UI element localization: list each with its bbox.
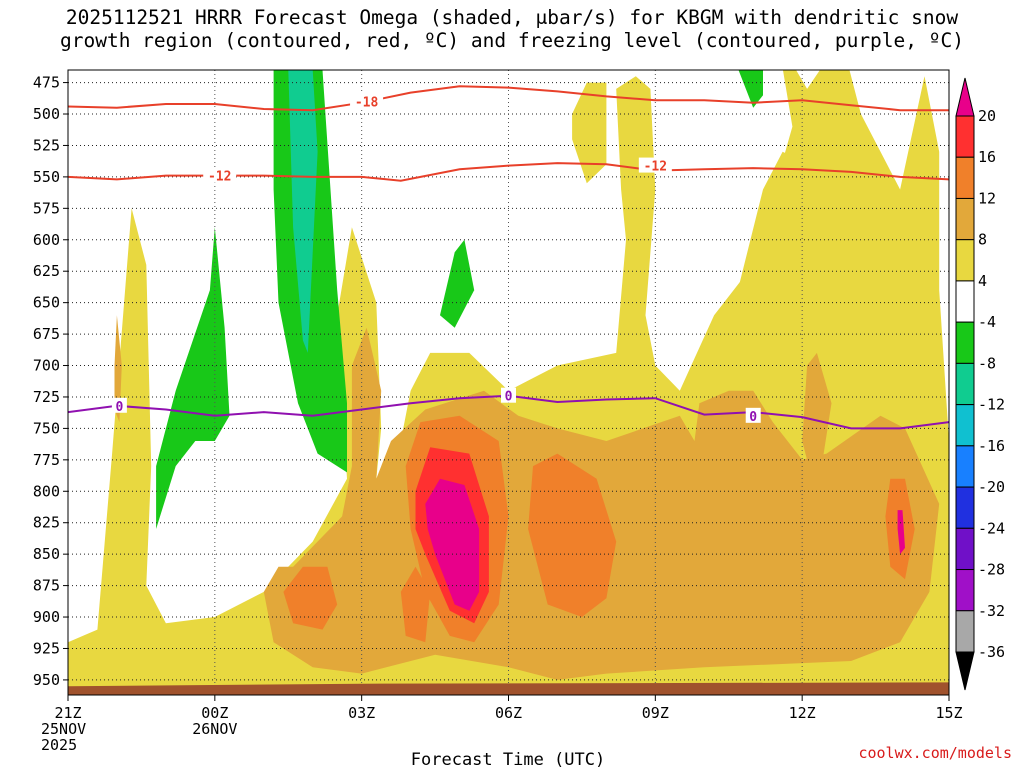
x-tick-label-0-0: 21Z — [54, 704, 81, 722]
y-tick-label-725: 725 — [33, 388, 60, 406]
omega-region-m8-16 — [440, 239, 475, 328]
colorbar-band-13 — [955, 610, 975, 653]
colorbar-band-11 — [955, 527, 975, 571]
x-axis-label: Forecast Time (UTC) — [411, 750, 605, 768]
x-tick-label-0-2: 2025 — [41, 736, 77, 754]
contour-label-4: 0 — [505, 390, 513, 405]
contour-label-1: -12 — [208, 170, 231, 185]
x-tick-label-1-1: 26NOV — [192, 720, 237, 738]
colorbar-label-12: -32 — [978, 602, 1005, 620]
y-axis: 475 500 525 550 575 600 625 650 675 700 725 750 775 8… — [33, 74, 68, 689]
ground-surface — [68, 682, 949, 695]
y-tick-label-875: 875 — [33, 577, 60, 595]
contour-label-0: -18 — [355, 95, 379, 110]
y-tick-label-900: 900 — [33, 608, 60, 626]
y-tick-label-750: 750 — [33, 419, 60, 437]
omega-region-m8-17 — [738, 70, 763, 108]
colorbar-label-11: -28 — [978, 561, 1005, 579]
colorbar-label-7: -12 — [978, 396, 1005, 414]
chart-title-line1: 2025112521 HRRR Forecast Omega (shaded, … — [65, 6, 959, 29]
omega-region-p20-13 — [897, 510, 905, 555]
colorbar: 20 16 12 8 4 -4 -8 -12 -16 -20 -24 -28 -32 -36 — [955, 77, 1005, 691]
colorbar-band-5 — [955, 280, 975, 323]
y-tick-label-550: 550 — [33, 168, 60, 186]
x-tick-label-6-0: 15Z — [935, 704, 962, 722]
contour-label-bg-0 — [350, 93, 384, 109]
y-tick-label-775: 775 — [33, 451, 60, 469]
colorbar-band-8 — [955, 404, 975, 447]
y-tick-label-500: 500 — [33, 105, 60, 123]
colorbar-bottom-arrow — [955, 651, 975, 691]
colorbar-label-2: 12 — [978, 189, 996, 207]
x-tick-label-0-1: 25NOV — [41, 720, 86, 738]
colorbar-band-6 — [955, 321, 975, 364]
colorbar-band-3 — [955, 197, 975, 241]
omega-region-p8-5 — [802, 352, 832, 479]
colorbar-label-4: 4 — [978, 272, 987, 290]
ground-terrain — [68, 682, 949, 695]
omega-region-m8-14 — [156, 227, 230, 529]
contour-label-bg-4 — [501, 387, 516, 403]
contour--18C — [68, 85, 949, 112]
colorbar-label-3: 8 — [978, 231, 987, 249]
omega-region-p8-3 — [114, 315, 122, 423]
x-tick-label-3-0: 06Z — [495, 704, 522, 722]
contour-label-2: -12 — [644, 160, 667, 175]
colorbar-label-0: 20 — [978, 107, 996, 125]
contour-label-bg-3 — [111, 397, 127, 413]
colorbar-band-1 — [955, 115, 975, 158]
colorbar-band-12 — [955, 569, 975, 612]
colorbar-label-13: -36 — [978, 643, 1005, 661]
y-tick-label-825: 825 — [33, 514, 60, 532]
y-tick-label-950: 950 — [33, 671, 60, 689]
omega-region-p12-8 — [528, 453, 617, 617]
credit-link[interactable]: coolwx.com/models — [858, 744, 1012, 762]
contour-label-bg-2 — [638, 157, 672, 173]
chart-title: 2025112521 HRRR Forecast Omega (shaded, … — [0, 6, 1024, 52]
y-tick-label-850: 850 — [33, 545, 60, 563]
colorbar-label-9: -20 — [978, 478, 1005, 496]
y-tick-label-625: 625 — [33, 262, 60, 280]
y-tick-label-525: 525 — [33, 136, 60, 154]
y-tick-label-650: 650 — [33, 294, 60, 312]
x-tick-label-2-0: 03Z — [348, 704, 375, 722]
colorbar-top-arrow — [955, 77, 975, 117]
contour-label-bg-5 — [745, 407, 761, 423]
y-tick-label-475: 475 — [33, 74, 60, 92]
y-tick-label-600: 600 — [33, 231, 60, 249]
contour-label-3: 0 — [115, 400, 123, 415]
colorbar-label-6: -8 — [978, 354, 996, 372]
x-tick-label-4-0: 09Z — [642, 704, 669, 722]
colorbar-label-8: -16 — [978, 437, 1005, 455]
omega-shading — [68, 70, 949, 695]
chart-title-line2: growth region (contoured, red, ºC) and f… — [60, 29, 964, 52]
y-tick-label-675: 675 — [33, 325, 60, 343]
colorbar-band-7 — [955, 362, 975, 406]
colorbar-label-10: -24 — [978, 519, 1005, 537]
x-tick-label-1-0: 00Z — [201, 704, 228, 722]
contour-label-5: 0 — [749, 410, 757, 425]
omega-region-p20-12 — [425, 478, 480, 611]
omega-region-m12-18 — [288, 70, 318, 353]
y-tick-label-575: 575 — [33, 199, 60, 217]
colorbar-label-5: -4 — [978, 313, 996, 331]
y-tick-label-925: 925 — [33, 639, 60, 657]
x-tick-label-5-0: 12Z — [789, 704, 816, 722]
omega-region-p4-1 — [572, 82, 607, 184]
colorbar-band-10 — [955, 486, 975, 529]
y-tick-label-700: 700 — [33, 357, 60, 375]
colorbar-label-1: 16 — [978, 148, 996, 166]
colorbar-band-9 — [955, 445, 975, 488]
contour-label-bg-1 — [203, 167, 237, 183]
omega-region-p12-9 — [283, 566, 338, 630]
contour-lines: -18 -12 -12 0 0 0 — [68, 85, 949, 430]
colorbar-band-4 — [955, 239, 975, 282]
colorbar-band-2 — [955, 156, 975, 199]
y-tick-label-800: 800 — [33, 482, 60, 500]
